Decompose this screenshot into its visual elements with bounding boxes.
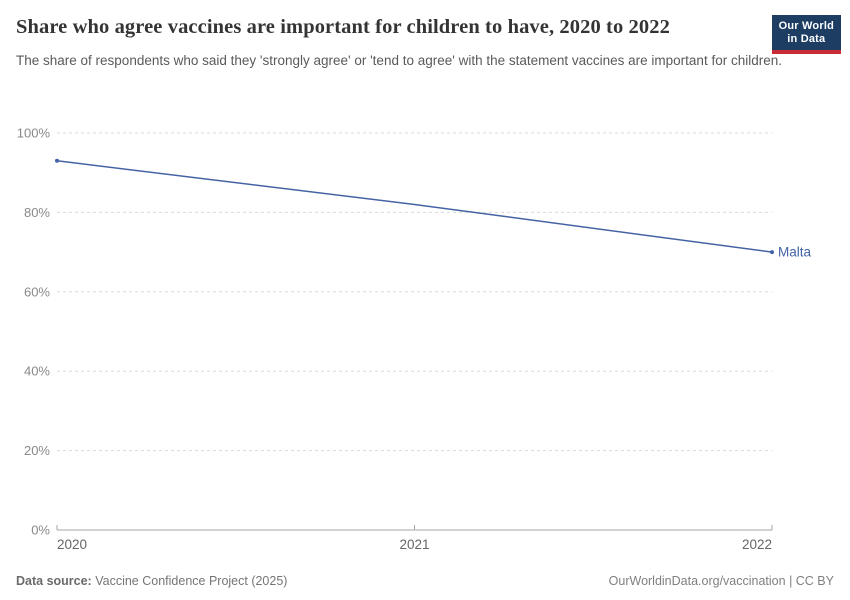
owid-logo[interactable]: Our World in Data xyxy=(771,15,841,54)
y-tick-label: 40% xyxy=(24,364,50,379)
series-label[interactable]: Malta xyxy=(778,245,812,260)
chart-header: Share who agree vaccines are important f… xyxy=(16,13,841,71)
owid-logo-text-line1: Our World xyxy=(778,20,834,32)
y-tick-label: 100% xyxy=(17,126,51,141)
series-point-marker xyxy=(55,158,59,163)
series-point-marker xyxy=(770,250,774,255)
x-tick-label: 2021 xyxy=(399,537,429,552)
y-tick-label: 60% xyxy=(24,284,50,299)
owid-logo-text-line2: in Data xyxy=(787,33,826,45)
y-tick-label: 0% xyxy=(31,523,50,538)
chart-footer: Data source: Vaccine Confidence Project … xyxy=(16,574,834,588)
data-source-label: Data source: xyxy=(16,574,92,588)
x-tick-label: 2020 xyxy=(57,537,87,552)
x-tick-label: 2022 xyxy=(742,537,772,552)
chart-title: Share who agree vaccines are important f… xyxy=(16,16,670,38)
y-tick-label: 80% xyxy=(24,205,50,220)
chart-subtitle: The share of respondents who said they '… xyxy=(16,53,782,68)
series-line-malta[interactable] xyxy=(56,160,773,253)
data-source: Data source: Vaccine Confidence Project … xyxy=(16,574,287,588)
data-source-value: Vaccine Confidence Project (2025) xyxy=(95,574,288,588)
license-link[interactable]: OurWorldinData.org/vaccination | CC BY xyxy=(608,574,834,588)
y-tick-label: 20% xyxy=(24,443,50,458)
